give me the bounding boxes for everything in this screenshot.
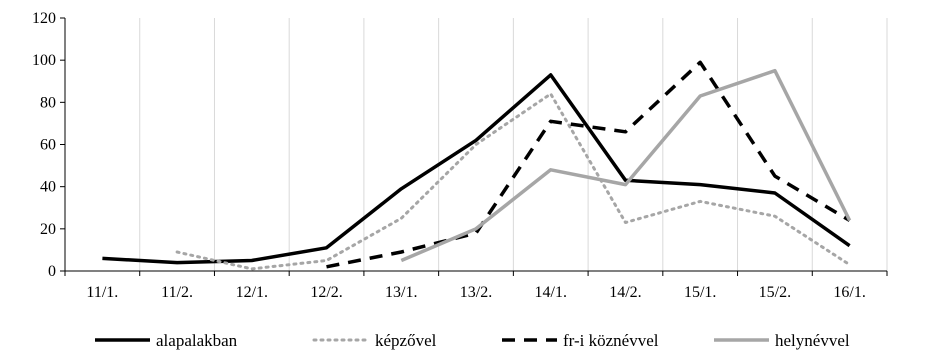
- x-tick-label: 13/2.: [460, 284, 492, 301]
- x-tick-label: 13/1.: [385, 284, 417, 301]
- series-line-3: [400, 68, 852, 263]
- y-axis-ticks: 0 20 40 60 80 100 120: [32, 10, 65, 280]
- y-tick-label: 20: [40, 221, 56, 238]
- x-tick-label: 16/1.: [833, 284, 865, 301]
- legend-label: alapalakban: [156, 331, 238, 350]
- x-tick-label: 11/1.: [86, 284, 118, 301]
- legend-label: fr-i köznévvel: [563, 331, 659, 350]
- legend-label: helynévvel: [775, 331, 850, 350]
- x-tick-label: 11/2.: [161, 284, 193, 301]
- x-axis-ticks: 11/1. 11/2. 12/1. 12/2. 13/1. 13/2. 14/1. 14/2.…: [64, 271, 888, 301]
- y-tick-label: 100: [32, 52, 56, 69]
- series-lines: [102, 60, 852, 271]
- gridlines: [139, 18, 888, 271]
- series-line-0: [102, 73, 851, 265]
- y-tick-label: 40: [40, 179, 56, 196]
- x-tick-label: 14/1.: [535, 284, 567, 301]
- x-tick-label: 14/2.: [609, 284, 641, 301]
- legend-label: képzővel: [375, 331, 437, 350]
- y-tick-label: 60: [40, 137, 56, 154]
- x-tick-label: 15/1.: [684, 284, 716, 301]
- y-tick-label: 80: [40, 94, 56, 111]
- x-tick-label: 15/2.: [759, 284, 791, 301]
- y-tick-label: 0: [48, 263, 56, 280]
- x-tick-label: 12/2.: [310, 284, 342, 301]
- legend: alapalakban képzővel fr-i köznévvel helynév…: [95, 331, 850, 350]
- series-line-1: [175, 92, 852, 271]
- y-tick-label: 120: [32, 10, 56, 27]
- x-tick-label: 12/1.: [236, 284, 268, 301]
- series-line-2: [326, 60, 851, 269]
